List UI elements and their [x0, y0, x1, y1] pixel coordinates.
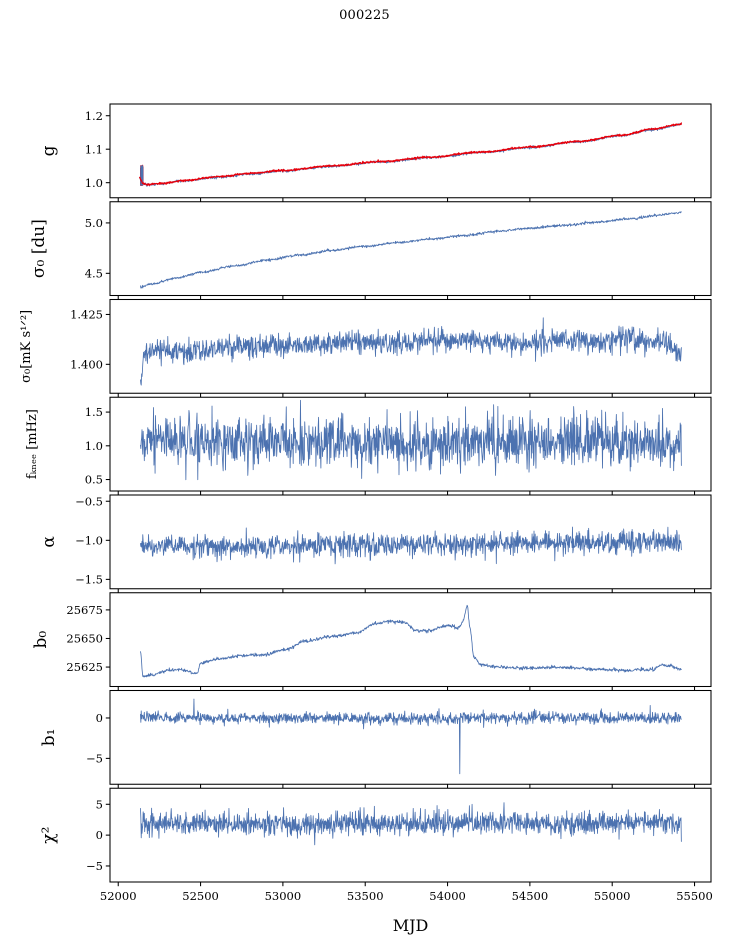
x-axis-label: MJD [393, 916, 429, 935]
panel-frame [109, 298, 712, 394]
y-axis-label: b₀ [31, 631, 51, 649]
x-tick-label: 52000 [100, 889, 137, 903]
y-tick-label: −1.0 [75, 533, 103, 547]
x-tick-label: 54500 [512, 889, 549, 903]
y-tick-label: 4.5 [85, 266, 103, 280]
panel-frame [109, 689, 712, 785]
y-tick-label: 1.1 [85, 142, 103, 156]
series-b1 [140, 698, 682, 775]
panel-sigma0-du: 4.5 5.0 σ₀ [du] [29, 201, 712, 300]
y-tick-label: −5 [86, 751, 103, 765]
series-alpha [140, 526, 682, 565]
y-tick-label: 25650 [66, 632, 103, 646]
series-b0 [140, 604, 682, 678]
y-tick-label: 1.5 [85, 405, 103, 419]
y-tick-label: 25675 [66, 603, 103, 617]
y-tick-label: −1.5 [75, 572, 103, 586]
panel-frame [109, 787, 712, 883]
y-tick-label: 1.0 [85, 439, 103, 453]
y-axis-label: σ₀[mK s¹ᐟ²] [19, 310, 34, 383]
panel-frame [109, 201, 712, 297]
x-tick-label: 55500 [676, 889, 713, 903]
panel-frame [109, 592, 712, 688]
y-axis-label: χ² [39, 827, 59, 844]
x-tick-label: 53000 [265, 889, 302, 903]
panel-frame [109, 103, 712, 199]
series-chi2 [140, 802, 682, 846]
series-sigma0-du [140, 211, 682, 289]
x-tick-label: 55000 [594, 889, 631, 903]
series-gain-model [139, 122, 682, 186]
series-sigma0-mK [140, 317, 682, 386]
y-tick-label: 25625 [66, 660, 103, 674]
y-tick-label: 0.5 [85, 473, 103, 487]
y-axis-label: b₁ [39, 729, 59, 747]
panel-chi2: 5 0 −5 52000 52500 53000 53500 54000 54500 55000 5… [39, 787, 713, 903]
y-tick-label: −0.5 [75, 494, 103, 508]
panel-frame [109, 494, 712, 590]
y-tick-label: 5.0 [85, 216, 103, 230]
panel-alpha: −0.5 −1.0 −1.5 α [39, 494, 712, 593]
y-axis-label: g [39, 145, 59, 156]
y-tick-label: 1.2 [85, 109, 103, 123]
y-tick-label: −5 [86, 859, 103, 873]
x-tick-label: 53500 [347, 889, 384, 903]
y-tick-label: 1.425 [70, 308, 103, 322]
y-tick-label: 5 [96, 797, 103, 811]
x-tick-label: 52500 [182, 889, 219, 903]
panel-f-knee: 0.5 1.0 1.5 fₖₙₑₑ [mHz] [25, 396, 712, 496]
panel-sigma0-mK: 1.400 1.425 σ₀[mK s¹ᐟ²] [19, 298, 712, 398]
panel-b1: 0 −5 b₁ [39, 689, 712, 789]
panel-b0: 25625 25650 25675 b₀ [31, 592, 712, 691]
figure-title: 000225 [339, 8, 390, 23]
y-tick-label: 0 [96, 711, 103, 725]
panel-frame [109, 396, 712, 492]
y-axis-label: fₖₙₑₑ [mHz] [25, 409, 40, 479]
series-f-knee [140, 399, 682, 481]
panel-gain: 1.0 1.1 1.2 g [39, 103, 712, 202]
y-axis-label: α [39, 536, 59, 548]
y-tick-label: 1.0 [85, 176, 103, 190]
y-tick-label: 0 [96, 828, 103, 842]
x-tick-label: 54000 [429, 889, 466, 903]
y-axis-label: σ₀ [du] [29, 219, 49, 278]
series-gain-spike-base [140, 164, 144, 186]
y-tick-label: 1.400 [70, 357, 103, 371]
